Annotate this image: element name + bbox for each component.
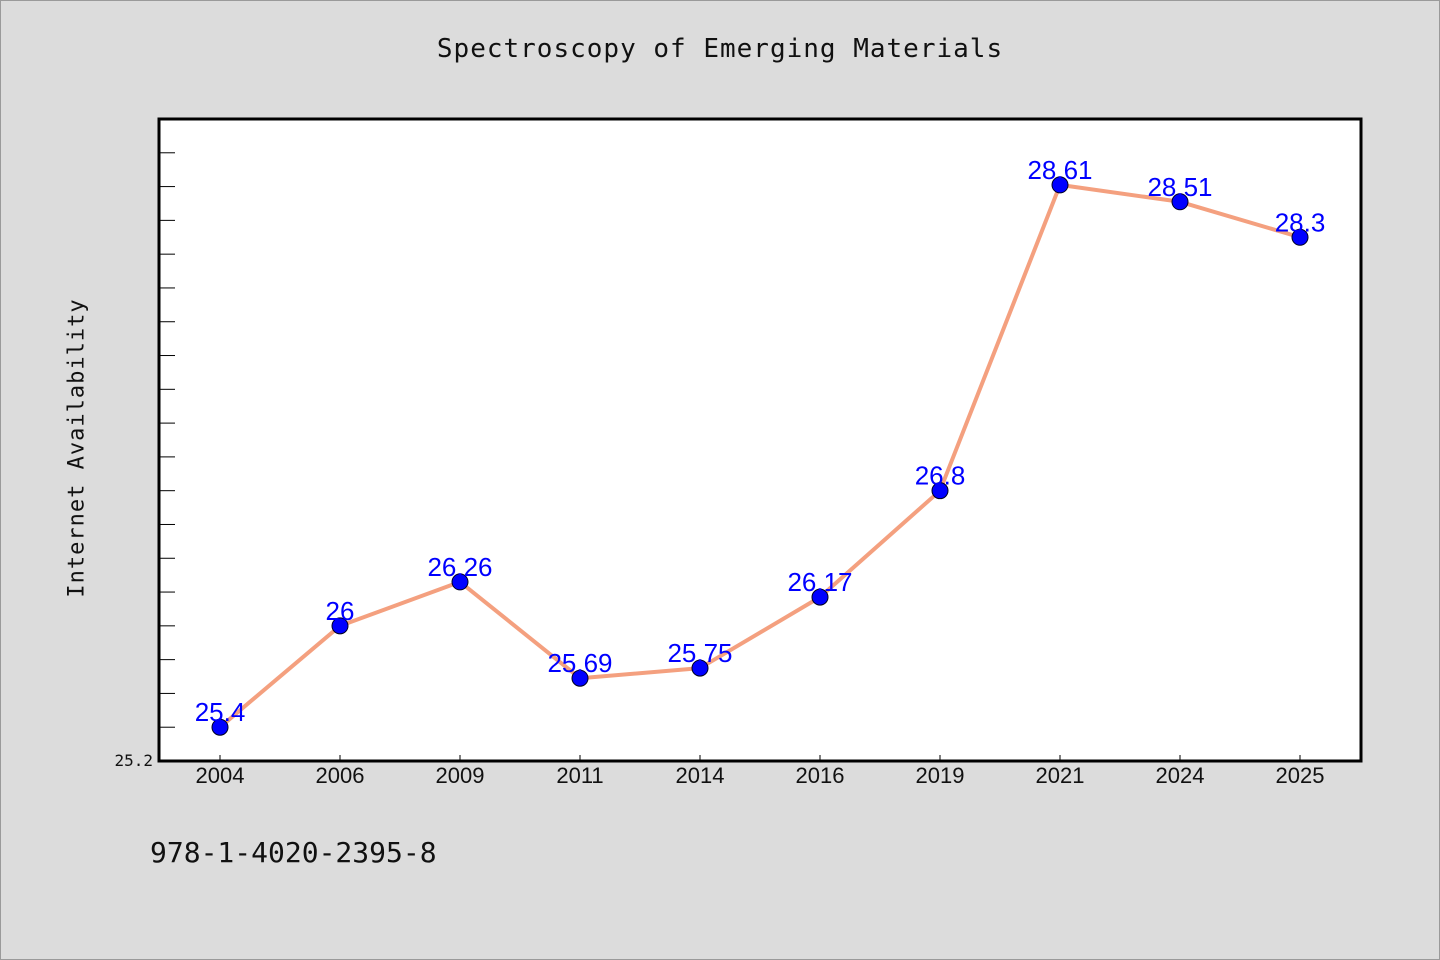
x-tick-label: 2014 [676, 763, 725, 788]
data-label: 28.61 [1027, 155, 1092, 185]
x-tick-label: 2024 [1156, 763, 1205, 788]
data-point [1291, 228, 1309, 246]
x-tick-label: 2025 [1276, 763, 1325, 788]
y-tick-label: 25.2 [114, 751, 153, 770]
isbn-text: 978-1-4020-2395-8 [150, 836, 437, 869]
data-point [931, 482, 949, 500]
data-label: 28.3 [1275, 207, 1326, 237]
data-point [331, 617, 349, 635]
data-point [211, 718, 229, 736]
x-tick-label: 2006 [316, 763, 365, 788]
data-label: 28.51 [1147, 172, 1212, 202]
x-tick-label: 2009 [436, 763, 485, 788]
x-tick-label: 2021 [1036, 763, 1085, 788]
x-axis-tick-labels: 2004 2006 2009 2011 2014 2016 2019 2021 2024 2025 [196, 755, 1325, 788]
data-point [811, 588, 829, 606]
data-point [1171, 193, 1189, 211]
chart-title: Spectroscopy of Emerging Materials [436, 34, 1004, 64]
data-series: 25.4 26 26.26 25.69 25.75 26.17 26.8 28.61 28.51… [195, 155, 1326, 736]
data-label: 26.17 [787, 567, 852, 597]
data-label: 26.26 [427, 552, 492, 582]
x-tick-label: 2019 [916, 763, 965, 788]
x-tick-label: 2011 [556, 763, 603, 788]
x-tick-label: 2004 [196, 763, 245, 788]
data-label: 25.69 [547, 648, 612, 678]
x-tick-label: 2016 [796, 763, 845, 788]
series-line [218, 182, 1301, 729]
data-point [571, 669, 589, 687]
data-label: 25.75 [667, 638, 732, 668]
data-point [1051, 176, 1069, 194]
y-axis-ticks [159, 152, 175, 728]
data-label: 26.8 [915, 461, 966, 491]
data-label: 25.4 [195, 697, 246, 727]
plot-area [157, 117, 1363, 763]
data-point [691, 659, 709, 677]
data-label: 26 [326, 596, 355, 626]
data-point [451, 573, 469, 591]
